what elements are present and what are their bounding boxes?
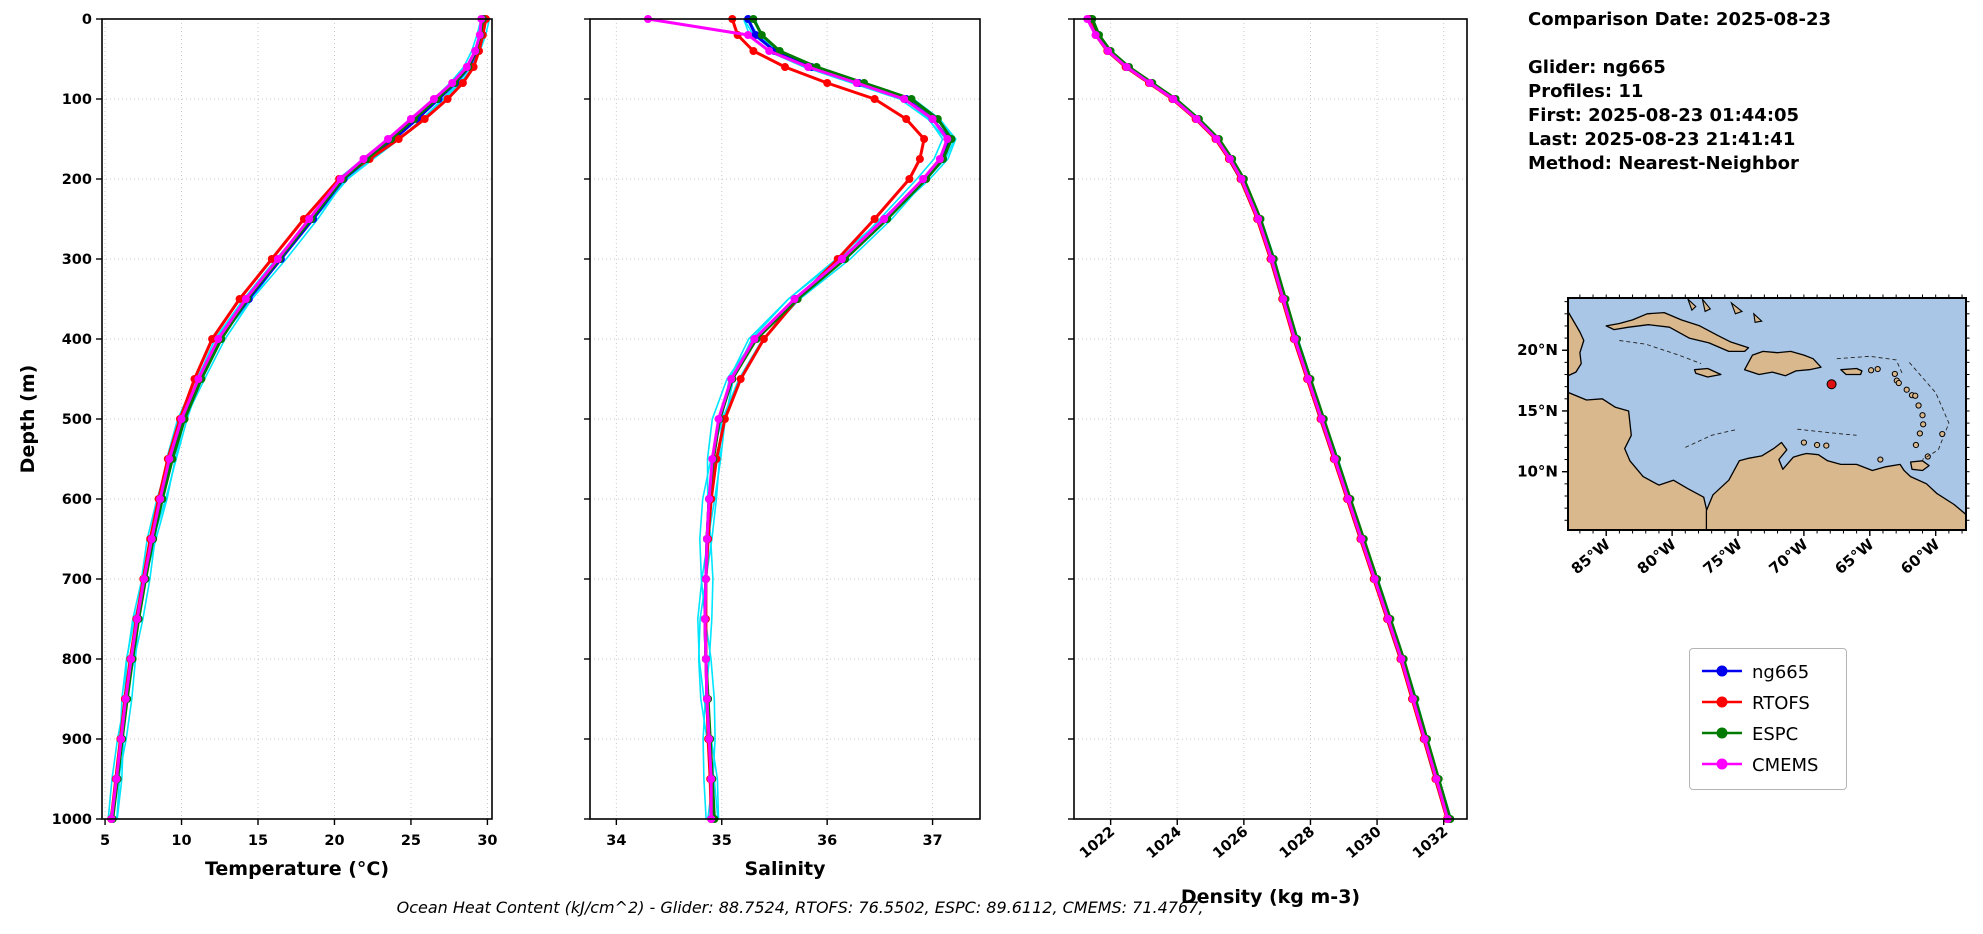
- svg-text:5: 5: [100, 833, 110, 849]
- svg-text:Salinity: Salinity: [744, 858, 826, 880]
- svg-text:0: 0: [82, 12, 92, 28]
- svg-text:200: 200: [62, 172, 92, 188]
- svg-text:1024: 1024: [1144, 824, 1185, 862]
- svg-text:1022: 1022: [1077, 824, 1118, 862]
- svg-text:10°N: 10°N: [1517, 463, 1558, 481]
- svg-text:600: 600: [62, 492, 92, 508]
- svg-text:60°W: 60°W: [1897, 535, 1943, 578]
- legend-label-cmems: CMEMS: [1752, 755, 1819, 776]
- svg-text:300: 300: [62, 252, 92, 268]
- temperature-chart: 5 10 15 20 25 3001002003004005006007008009001…: [17, 12, 498, 880]
- svg-text:85°W: 85°W: [1568, 535, 1614, 578]
- svg-text:20°N: 20°N: [1517, 341, 1558, 359]
- ocean-heat-content-caption: Ocean Heat Content (kJ/cm^2) - Glider: 8…: [396, 898, 1204, 917]
- svg-text:800: 800: [62, 652, 92, 668]
- svg-text:700: 700: [62, 572, 92, 588]
- legend-label-ng665: ng665: [1752, 662, 1810, 683]
- svg-text:Temperature (°C): Temperature (°C): [205, 858, 389, 880]
- density-chart: 1022 1024 1026 1028 1030 1032 Density (kg m-3): [1068, 15, 1468, 908]
- svg-text:37: 37: [922, 833, 942, 849]
- svg-text:Density (kg m-3): Density (kg m-3): [1181, 886, 1360, 908]
- svg-text:65°W: 65°W: [1831, 535, 1877, 578]
- legend-item-rtofs: RTOFS: [1700, 688, 1836, 719]
- last-profile-time-text: Last: 2025-08-23 21:41:41: [1528, 129, 1796, 150]
- svg-text:30: 30: [477, 833, 497, 849]
- svg-text:900: 900: [62, 732, 92, 748]
- svg-text:15°N: 15°N: [1517, 402, 1558, 420]
- legend-line-marker-cmems: [1700, 756, 1744, 776]
- svg-text:Depth (m): Depth (m): [17, 365, 39, 474]
- legend-line-marker-espc: [1700, 725, 1744, 745]
- svg-text:1032: 1032: [1410, 824, 1451, 862]
- svg-text:1028: 1028: [1277, 824, 1318, 862]
- first-profile-time-text: First: 2025-08-23 01:44:05: [1528, 105, 1800, 126]
- method-text: Method: Nearest-Neighbor: [1528, 153, 1799, 174]
- legend-label-rtofs: RTOFS: [1752, 693, 1810, 714]
- legend-line-marker-ng665: [1700, 663, 1744, 683]
- svg-text:1000: 1000: [52, 812, 92, 828]
- info-spacer: [1528, 32, 1978, 56]
- legend: ng665 RTOFS ESPC CMEMS: [1689, 648, 1847, 790]
- legend-item-ng665: ng665: [1700, 657, 1836, 688]
- svg-text:100: 100: [62, 92, 92, 108]
- svg-text:500: 500: [62, 412, 92, 428]
- svg-text:80°W: 80°W: [1634, 535, 1680, 578]
- comparison-info-panel: Comparison Date: 2025-08-23 Glider: ng66…: [1528, 8, 1978, 176]
- legend-line-marker-rtofs: [1700, 694, 1744, 714]
- svg-text:15: 15: [248, 833, 268, 849]
- legend-label-espc: ESPC: [1752, 724, 1799, 745]
- svg-text:75°W: 75°W: [1700, 535, 1746, 578]
- svg-text:10: 10: [171, 833, 191, 849]
- svg-text:25: 25: [401, 833, 421, 849]
- legend-item-cmems: CMEMS: [1700, 750, 1836, 781]
- legend-item-espc: ESPC: [1700, 719, 1836, 750]
- glider-name-text: Glider: ng665: [1528, 57, 1666, 78]
- svg-text:70°W: 70°W: [1765, 535, 1811, 578]
- comparison-date-text: Comparison Date: 2025-08-23: [1528, 9, 1832, 30]
- svg-text:1026: 1026: [1210, 824, 1251, 862]
- svg-text:35: 35: [712, 833, 732, 849]
- svg-text:36: 36: [817, 833, 837, 849]
- salinity-chart: 34 35 36 37 Salinity: [584, 15, 981, 880]
- svg-text:1030: 1030: [1343, 824, 1384, 862]
- profiles-count-text: Profiles: 11: [1528, 81, 1644, 102]
- svg-text:20: 20: [324, 833, 344, 849]
- svg-text:400: 400: [62, 332, 92, 348]
- svg-text:34: 34: [606, 833, 626, 849]
- caribbean-location-map: 20°N 15°N 10°N 85°W 80°W 75°W 70°W 65°W 60°W: [1517, 294, 1970, 578]
